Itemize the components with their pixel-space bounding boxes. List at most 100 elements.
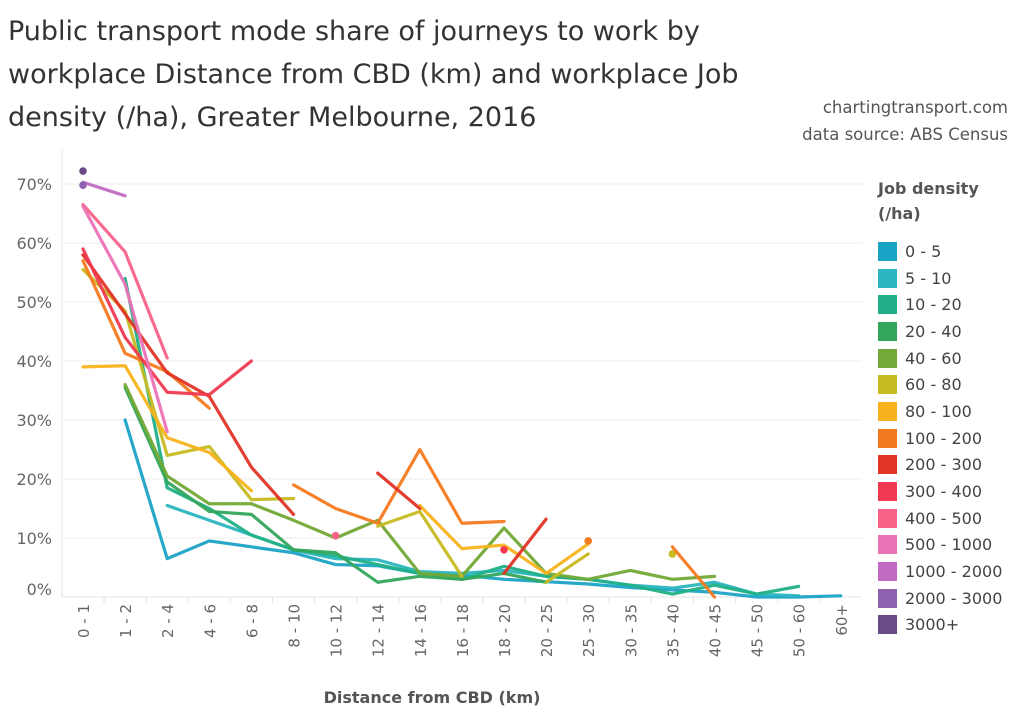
x-tick-label: 6 - 8	[243, 604, 261, 638]
legend-item[interactable]: 60 - 80	[878, 371, 1002, 398]
data-point	[331, 531, 340, 540]
legend-item[interactable]: 3000+	[878, 612, 1002, 639]
data-point	[79, 181, 87, 189]
y-tick-label: 0%	[27, 580, 52, 599]
x-tick-label: 40 - 45	[707, 604, 725, 657]
data-point	[668, 550, 677, 558]
legend-title-line: (/ha)	[878, 204, 921, 223]
x-tick-label: 12 - 14	[370, 604, 388, 657]
y-tick-label: 60%	[16, 234, 52, 253]
legend-label: 60 - 80	[905, 375, 962, 395]
x-tick-label: 35 - 40	[664, 604, 682, 657]
series-line	[376, 471, 422, 511]
x-tick-label: 45 - 50	[749, 604, 767, 657]
legend-label: 2000 - 3000	[905, 588, 1003, 608]
legend-swatch	[878, 401, 897, 421]
series-line	[123, 383, 717, 581]
legend-label: 300 - 400	[905, 482, 983, 502]
source-site: chartingtransport.com	[822, 98, 1008, 117]
legend-item[interactable]: 400 - 500	[878, 505, 1002, 532]
legend-label: 80 - 100	[905, 401, 972, 421]
legend-item[interactable]: 300 - 400	[878, 478, 1002, 505]
legend-item[interactable]: 500 - 1000	[878, 532, 1002, 559]
legend-swatch	[878, 615, 897, 635]
x-tick-label: 0 - 1	[75, 604, 93, 638]
y-tick-label: 20%	[16, 470, 52, 489]
y-tick-label: 70%	[16, 175, 52, 194]
x-tick-label: 30 - 35	[622, 604, 640, 657]
legend-title: Job density (/ha)	[878, 176, 1002, 226]
legend-label: 400 - 500	[905, 508, 983, 528]
legend-swatch	[878, 375, 897, 395]
series-line	[670, 545, 717, 599]
x-axis-title: Distance from CBD (km)	[324, 688, 541, 707]
series-line	[81, 364, 253, 493]
series-line	[376, 509, 464, 578]
legend-label: 10 - 20	[905, 295, 962, 315]
x-tick-label: 8 - 10	[286, 604, 304, 648]
legend-item[interactable]: 2000 - 3000	[878, 585, 1002, 612]
legend-item[interactable]: 10 - 20	[878, 291, 1002, 318]
y-tick-label: 10%	[16, 529, 52, 548]
legend-swatch	[878, 321, 897, 341]
x-tick-label: 1 - 2	[117, 604, 135, 638]
series-line	[81, 247, 253, 397]
legend-item[interactable]: 0 - 5	[878, 238, 1002, 265]
data-point	[79, 167, 87, 175]
x-tick-label: 20 - 25	[538, 604, 556, 657]
legend-item[interactable]: 1000 - 2000	[878, 558, 1002, 585]
y-tick-label: 30%	[16, 411, 52, 430]
legend-swatch	[878, 482, 897, 502]
legend-swatch	[878, 562, 897, 582]
legend-label: 1000 - 2000	[905, 562, 1003, 582]
legend-item[interactable]: 80 - 100	[878, 398, 1002, 425]
series-line	[81, 203, 169, 360]
legend-item[interactable]: 40 - 60	[878, 345, 1002, 372]
legend-swatch	[878, 295, 897, 315]
source-data: data source: ABS Census	[802, 125, 1008, 144]
legend-item[interactable]: 20 - 40	[878, 318, 1002, 345]
legend-item[interactable]: 100 - 200	[878, 425, 1002, 452]
series-line	[544, 552, 590, 584]
series-line	[81, 253, 296, 517]
title-line: workplace Distance from CBD (km) and wor…	[8, 59, 739, 90]
x-tick-label: 50 - 60	[791, 604, 809, 657]
title-line: Public transport mode share of journeys …	[8, 16, 700, 47]
series-line	[502, 517, 548, 576]
legend-label: 0 - 5	[905, 241, 942, 261]
series-line	[123, 385, 548, 584]
legend-swatch	[878, 268, 897, 288]
series-line	[81, 204, 169, 434]
legend-label: 20 - 40	[905, 321, 962, 341]
chart-title: Public transport mode share of journeys …	[8, 10, 808, 139]
y-tick-label: 40%	[16, 352, 52, 371]
legend-label: 500 - 1000	[905, 535, 993, 555]
x-tick-label: 10 - 12	[328, 604, 346, 657]
legend-swatch	[878, 588, 897, 608]
title-line: density (/ha), Greater Melbourne, 2016	[8, 102, 537, 133]
x-tick-label: 16 - 18	[454, 604, 472, 657]
series-line	[81, 180, 127, 198]
series-line	[418, 503, 590, 576]
legend-swatch	[878, 508, 897, 528]
x-tick-label: 2 - 4	[159, 604, 177, 638]
legend-swatch	[878, 241, 897, 261]
legend-label: 3000+	[905, 615, 960, 635]
legend-label: 5 - 10	[905, 268, 952, 288]
legend-label: 40 - 60	[905, 348, 962, 368]
legend-item[interactable]: 200 - 300	[878, 452, 1002, 479]
series-line	[291, 447, 506, 525]
legend: Job density (/ha) 0 - 5 5 - 10 10 - 20 20 -…	[878, 176, 1002, 638]
legend-label: 100 - 200	[905, 428, 983, 448]
data-point	[584, 537, 592, 545]
x-tick-label: 4 - 6	[201, 604, 219, 638]
legend-swatch	[878, 428, 897, 448]
x-tick-label: 25 - 30	[580, 604, 598, 657]
x-tick-label: 18 - 20	[496, 604, 514, 657]
legend-title-line: Job density	[878, 179, 979, 198]
legend-swatch	[878, 348, 897, 368]
data-point	[500, 546, 508, 554]
y-tick-label: 50%	[16, 293, 52, 312]
legend-item[interactable]: 5 - 10	[878, 265, 1002, 292]
